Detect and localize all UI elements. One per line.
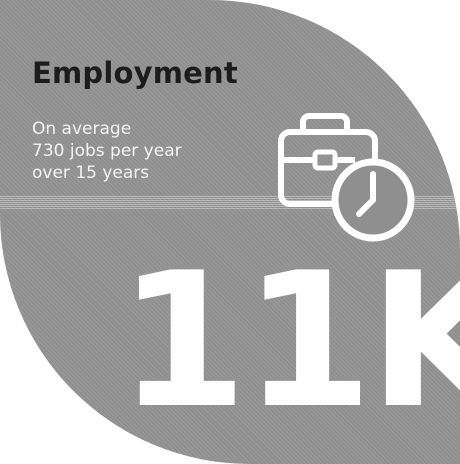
- card-description: On average 730 jobs per year over 15 yea…: [32, 118, 182, 184]
- briefcase-clock-svg: [278, 113, 415, 242]
- card-title: Employment: [32, 56, 238, 90]
- briefcase-clock-icon: [275, 108, 425, 248]
- description-line: 730 jobs per year: [32, 141, 182, 161]
- big-stat-value: 11K: [118, 232, 460, 449]
- description-line: over 15 years: [32, 163, 150, 183]
- description-line: On average: [32, 119, 132, 139]
